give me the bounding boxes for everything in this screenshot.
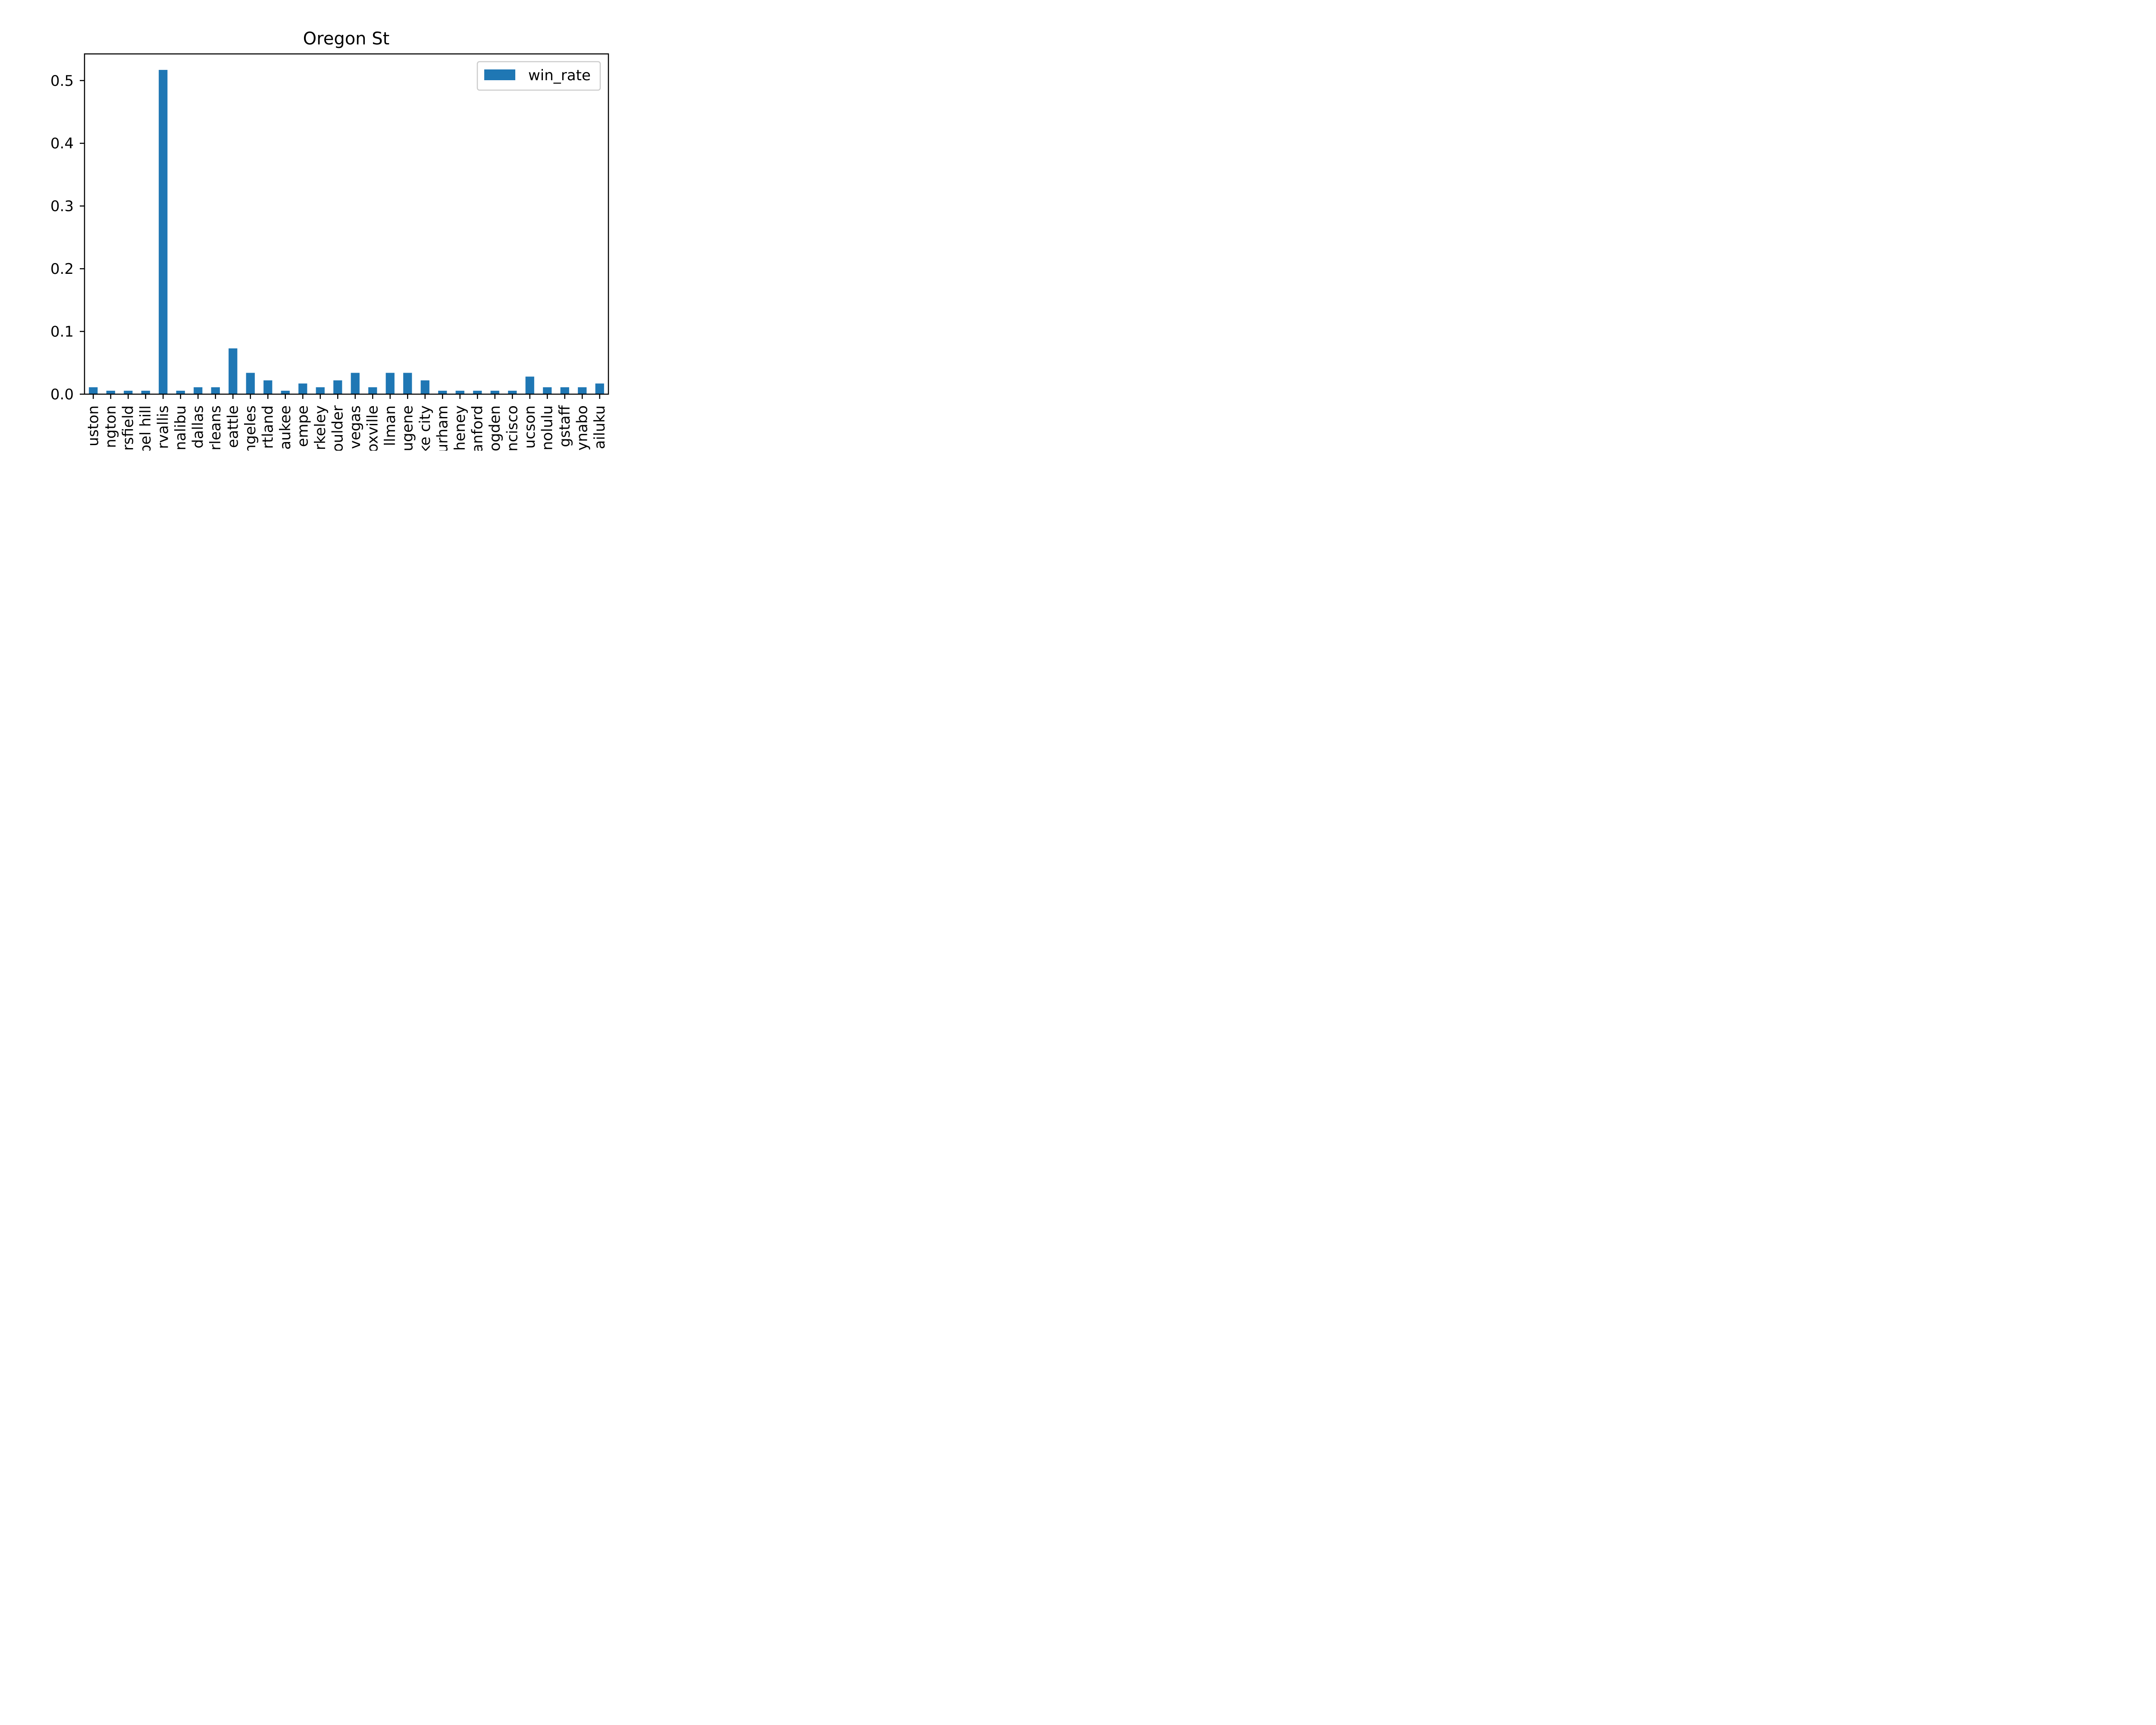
x-tick-label: rtland	[259, 405, 276, 449]
bar-3	[141, 391, 150, 394]
y-tick-label: 0.0	[50, 386, 74, 403]
x-tick-label: nolulu	[539, 405, 556, 450]
bar-1	[106, 391, 115, 394]
bar-21	[455, 391, 464, 394]
bar-14	[333, 380, 342, 394]
bar-2	[124, 391, 133, 394]
y-tick-label: 0.4	[50, 135, 74, 152]
bar-5	[176, 391, 185, 394]
bar-26	[543, 387, 552, 394]
x-axis: uston ngton rsfield pel hill rvallis nalibu da…	[85, 394, 608, 454]
bar-11	[281, 391, 290, 394]
x-tick-label: anford	[469, 405, 486, 451]
bars	[89, 70, 604, 395]
x-tick-label: vegas	[347, 405, 364, 449]
bar-6	[194, 387, 203, 394]
x-tick-label: empe	[294, 405, 311, 447]
x-tick-label: gstaff	[556, 405, 573, 447]
x-tick-label: ailuku	[591, 405, 608, 449]
y-tick-label: 0.3	[50, 198, 74, 215]
x-tick-label: ucson	[521, 405, 539, 448]
y-axis: 0.0 0.1 0.2 0.3 0.4 0.5	[50, 72, 85, 403]
legend-box	[476, 61, 601, 91]
legend-label-win-rate: win_rate	[528, 67, 591, 84]
bar-15	[351, 373, 360, 394]
x-tick-label: rleans	[207, 405, 224, 450]
plot-frame	[84, 53, 609, 395]
bar-18	[403, 373, 412, 394]
bar-29	[595, 383, 604, 394]
x-tick-label: ogden	[486, 405, 504, 451]
bar-24	[508, 391, 517, 394]
x-tick-label: ugene	[399, 405, 416, 451]
bar-20	[438, 391, 447, 394]
x-tick-label: llman	[382, 405, 399, 446]
y-tick-label: 0.2	[50, 260, 74, 278]
bar-25	[525, 376, 534, 394]
chart: Oregon St 0.0 0.1 0.2 0.3 0.4 0.5 uston ngton r…	[0, 0, 666, 454]
bar-17	[385, 373, 395, 394]
x-tick-label: dallas	[189, 405, 207, 448]
y-tick-label: 0.5	[50, 72, 74, 90]
bar-9	[246, 373, 255, 394]
x-tick-label: ngton	[102, 405, 119, 448]
x-tick-label: rsfield	[119, 405, 137, 451]
bar-27	[560, 387, 569, 394]
bar-7	[211, 387, 220, 394]
bar-0	[89, 387, 98, 394]
bar-22	[473, 391, 482, 394]
legend: win_rate	[476, 61, 601, 91]
bar-12	[298, 383, 307, 394]
x-tick-label: oulder	[329, 405, 346, 451]
x-tick-label: rkeley	[312, 405, 329, 450]
x-tick-label: ke city	[417, 405, 434, 451]
x-tick-label: ngeles	[242, 405, 259, 451]
legend-swatch-win-rate	[484, 69, 515, 80]
x-tick-label: nalibu	[172, 405, 189, 450]
x-tick-label: aukee	[277, 405, 294, 450]
bar-16	[368, 387, 377, 394]
chart-title: Oregon St	[303, 29, 390, 49]
x-tick-label: heney	[451, 405, 469, 451]
x-tick-label: pel hill	[137, 405, 154, 451]
bar-chart: Oregon St 0.00.10.20.30.40.5 uston ngton r…	[50, 29, 609, 454]
y-tick-label: 0.1	[50, 323, 74, 341]
x-tick-label: urham	[434, 405, 451, 451]
bar-13	[316, 387, 325, 394]
bar-8	[229, 348, 238, 394]
x-tick-label: oxville	[364, 405, 381, 451]
x-tick-label: ynabo	[573, 405, 591, 451]
x-tick-label: eattle	[224, 405, 241, 448]
bar-23	[490, 391, 499, 394]
x-tick-label: rvallis	[154, 405, 172, 449]
bar-19	[420, 380, 429, 394]
bar-28	[578, 387, 587, 394]
x-tick-label: uston	[85, 405, 102, 446]
x-tick-label: ncisco	[504, 405, 521, 451]
bar-4	[159, 70, 168, 395]
bar-10	[263, 380, 273, 394]
